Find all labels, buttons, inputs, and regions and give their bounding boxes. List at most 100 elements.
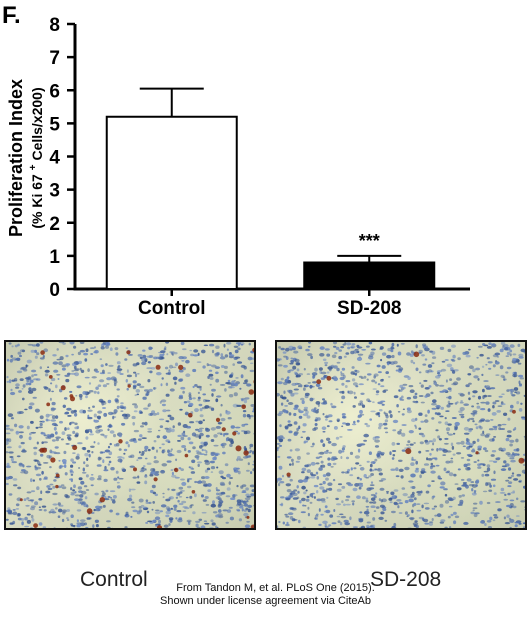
cell-nucleus — [283, 390, 286, 394]
cell-nucleus — [79, 494, 84, 498]
cell-nucleus — [97, 456, 101, 461]
cell-nucleus — [435, 429, 439, 432]
cell-nucleus — [461, 494, 465, 497]
cell-nucleus — [107, 495, 111, 499]
cell-nucleus — [153, 440, 157, 443]
cell-nucleus — [230, 497, 236, 500]
cell-nucleus — [147, 379, 151, 383]
cell-nucleus — [410, 359, 414, 364]
cell-nucleus — [504, 493, 507, 496]
cell-nucleus — [144, 445, 149, 450]
cell-nucleus — [363, 474, 367, 478]
cell-nucleus — [60, 484, 65, 487]
cell-nucleus — [314, 514, 319, 518]
cell-nucleus — [210, 466, 216, 470]
cell-nucleus — [305, 410, 309, 415]
cell-nucleus — [477, 345, 483, 348]
cell-nucleus — [350, 371, 355, 375]
ki67-positive-cell — [475, 451, 479, 455]
cell-nucleus — [82, 467, 86, 472]
cell-nucleus — [289, 449, 293, 452]
cell-nucleus — [373, 373, 379, 377]
cell-nucleus — [232, 494, 236, 498]
cell-nucleus — [184, 507, 190, 510]
cell-nucleus — [23, 498, 27, 501]
cell-nucleus — [380, 358, 383, 362]
cell-nucleus — [335, 346, 340, 350]
cell-nucleus — [39, 366, 42, 370]
cell-nucleus — [246, 383, 252, 387]
cell-nucleus — [477, 463, 481, 467]
cell-nucleus — [459, 407, 465, 411]
cell-nucleus — [406, 409, 412, 414]
cell-nucleus — [210, 427, 216, 431]
cell-nucleus — [392, 454, 396, 457]
cell-nucleus — [207, 375, 210, 379]
cell-nucleus — [15, 430, 19, 435]
cell-nucleus — [306, 415, 311, 419]
cell-nucleus — [171, 488, 176, 492]
cell-nucleus — [61, 518, 65, 523]
cell-nucleus — [407, 496, 412, 499]
cell-nucleus — [21, 349, 26, 353]
cell-nucleus — [108, 423, 112, 428]
cell-nucleus — [110, 467, 115, 471]
cell-nucleus — [477, 466, 482, 469]
cell-nucleus — [357, 346, 363, 349]
cell-nucleus — [365, 514, 370, 517]
cell-nucleus — [125, 441, 129, 445]
cell-nucleus — [524, 506, 525, 508]
cell-nucleus — [72, 489, 75, 492]
cell-nucleus — [156, 449, 158, 453]
cell-nucleus — [505, 437, 510, 442]
cell-nucleus — [56, 373, 61, 376]
cell-nucleus — [89, 433, 94, 436]
cell-nucleus — [513, 478, 519, 481]
cell-nucleus — [246, 500, 249, 503]
cell-nucleus — [432, 438, 436, 443]
cell-nucleus — [176, 494, 179, 497]
cell-nucleus — [239, 387, 242, 390]
cell-nucleus — [295, 460, 300, 463]
cell-nucleus — [431, 362, 435, 365]
cell-nucleus — [77, 486, 83, 490]
cell-nucleus — [91, 451, 94, 454]
cell-nucleus — [249, 369, 254, 373]
cell-nucleus — [217, 504, 222, 508]
cell-nucleus — [145, 499, 149, 502]
cell-nucleus — [446, 431, 449, 435]
cell-nucleus — [90, 474, 94, 476]
cell-nucleus — [8, 342, 12, 345]
cell-nucleus — [511, 472, 515, 475]
cell-nucleus — [356, 357, 363, 361]
cell-nucleus — [51, 390, 54, 393]
ki67-positive-cell — [99, 497, 106, 503]
cell-nucleus — [142, 396, 147, 400]
cell-nucleus — [21, 388, 24, 390]
cell-nucleus — [409, 443, 414, 446]
cell-nucleus — [116, 388, 120, 391]
cell-nucleus — [338, 355, 343, 360]
cell-nucleus — [429, 521, 434, 523]
cell-nucleus — [180, 490, 185, 492]
cell-nucleus — [524, 406, 525, 409]
y-tick-label: 7 — [49, 48, 60, 69]
cell-nucleus — [434, 457, 438, 461]
cell-nucleus — [15, 386, 20, 389]
cell-nucleus — [154, 516, 161, 521]
cell-nucleus — [170, 448, 173, 451]
cell-nucleus — [278, 465, 283, 470]
cell-nucleus — [6, 441, 9, 446]
cell-nucleus — [423, 518, 429, 523]
cell-nucleus — [374, 436, 380, 439]
cell-nucleus — [33, 373, 38, 376]
cell-nucleus — [282, 474, 284, 478]
cell-nucleus — [397, 430, 402, 435]
cell-nucleus — [366, 460, 370, 463]
cell-nucleus — [321, 500, 326, 503]
cell-nucleus — [248, 342, 251, 346]
cell-nucleus — [306, 452, 310, 455]
cell-nucleus — [62, 511, 66, 515]
cell-nucleus — [36, 343, 40, 347]
cell-nucleus — [96, 415, 101, 419]
